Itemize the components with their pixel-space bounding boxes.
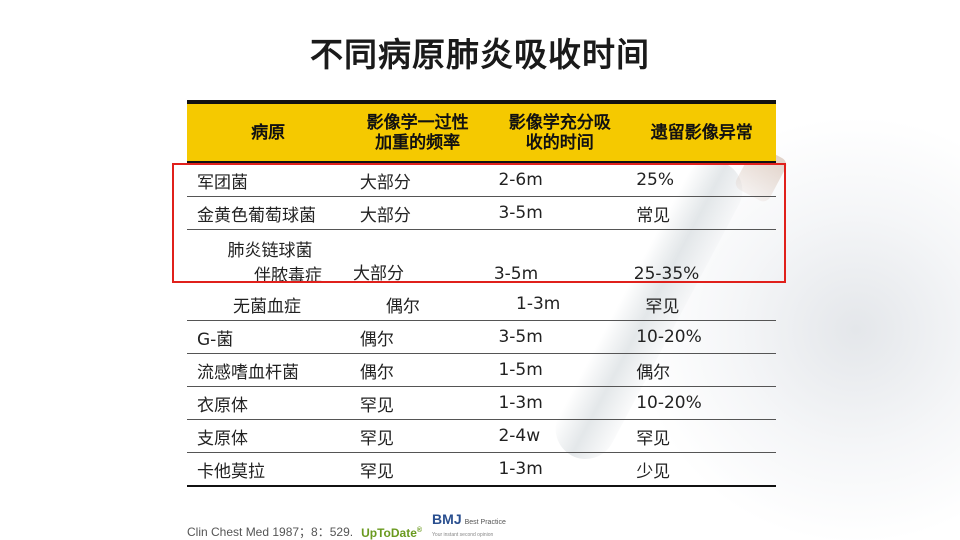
cell-residual: 少见: [636, 461, 671, 482]
cell-time: 1-3m: [498, 459, 543, 479]
bmj-tagline: Your instant second opinion: [432, 532, 494, 538]
slide-title: 不同病原肺炎吸收时间: [310, 35, 650, 74]
table-row: 金黄色葡萄球菌 大部分 3-5m 常见: [187, 197, 776, 230]
cell-frequency: 大部分: [359, 172, 411, 193]
cell-time: 1-5m: [498, 360, 543, 380]
cell-residual: 罕见: [636, 428, 671, 449]
cell-time: 3-5m: [493, 264, 539, 284]
header-resolution-line1: 影像学充分吸: [508, 112, 611, 133]
header-bottom-rule: [187, 161, 776, 164]
highlight-box: [172, 163, 786, 283]
table-header-row: 病原 影像学一过性 加重的频率 影像学充分吸 收的时间 遗留影像异常: [187, 104, 776, 161]
header-resolution-line2: 收的时间: [525, 132, 594, 153]
table-row: 支原体 罕见 2-4w 罕见: [187, 420, 776, 453]
cell-residual: 25-35%: [633, 264, 700, 284]
bmj-logo: BMJ Best Practice Your instant second op…: [432, 511, 506, 540]
cell-residual: 25%: [636, 170, 674, 190]
table-row: G-菌 偶尔 3-5m 10-20%: [187, 321, 776, 354]
cell-time: 3-5m: [498, 203, 543, 223]
cell-time: 2-4w: [498, 426, 541, 446]
header-frequency-line2: 加重的频率: [375, 132, 461, 153]
cell-frequency: 罕见: [359, 461, 394, 482]
cell-frequency: 偶尔: [359, 329, 394, 350]
table-row: 流感嗜血杆菌 偶尔 1-5m 偶尔: [187, 354, 776, 387]
cell-time: 2-6m: [498, 170, 543, 190]
cell-pathogen: 卡他莫拉: [197, 461, 265, 482]
cell-residual: 罕见: [645, 296, 680, 317]
cell-frequency: 罕见: [359, 395, 394, 416]
cell-time: 3-5m: [498, 327, 543, 347]
table-row: 无菌血症 偶尔 1-3m 罕见: [187, 288, 776, 321]
cell-time: 1-3m: [498, 393, 543, 413]
table-top-rule: [187, 100, 776, 104]
cell-pathogen: 衣原体: [197, 395, 248, 416]
cell-pathogen: 军团菌: [197, 172, 248, 193]
cell-time: 1-3m: [516, 294, 561, 314]
pathogen-table: 病原 影像学一过性 加重的频率 影像学充分吸 收的时间 遗留影像异常 军团菌 大部分…: [187, 100, 776, 487]
citation-text: Clin Chest Med 1987；8：529.: [187, 525, 354, 539]
cell-residual: 10-20%: [636, 327, 702, 347]
cell-frequency: 罕见: [359, 428, 394, 449]
table-row: 衣原体 罕见 1-3m 10-20%: [187, 387, 776, 420]
cell-frequency: 大部分: [353, 264, 405, 284]
header-frequency-line1: 影像学一过性: [366, 112, 469, 133]
table-row: 军团菌 大部分 2-6m 25%: [187, 164, 776, 197]
cell-pathogen: 流感嗜血杆菌: [197, 362, 299, 383]
table-row: 肺炎链球菌 伴脓毒症 大部分 3-5m 25-35%: [187, 230, 776, 288]
header-resolution-time: 影像学充分吸 收的时间: [486, 104, 628, 161]
uptodate-wordmark: UpToDate: [361, 526, 417, 540]
cell-pathogen: 金黄色葡萄球菌: [197, 205, 316, 226]
uptodate-logo: UpToDate®: [361, 526, 422, 540]
pathogen-group-label: 肺炎链球菌: [227, 241, 313, 261]
header-frequency: 影像学一过性 加重的频率: [349, 104, 486, 161]
cell-frequency: 偶尔: [359, 362, 394, 383]
cell-pathogen: 支原体: [197, 428, 248, 449]
bmj-product-name: Best Practice: [464, 519, 506, 526]
header-pathogen: 病原: [187, 104, 349, 161]
cell-frequency: 偶尔: [385, 296, 420, 317]
table-row: 卡他莫拉 罕见 1-3m 少见: [187, 453, 776, 487]
cell-residual: 10-20%: [636, 393, 702, 413]
cell-residual: 偶尔: [636, 362, 671, 383]
citation-footer: Clin Chest Med 1987；8：529. UpToDate® BMJ…: [187, 511, 506, 540]
cell-pathogen: 无菌血症: [233, 296, 301, 317]
header-pathogen-label: 病原: [251, 122, 286, 143]
cell-pathogen: G-菌: [197, 329, 234, 350]
cell-residual: 常见: [636, 205, 671, 226]
header-residual-label: 遗留影像异常: [650, 122, 753, 143]
uptodate-registered-mark: ®: [416, 527, 423, 534]
cell-frequency: 大部分: [359, 205, 411, 226]
header-residual: 遗留影像异常: [628, 104, 776, 161]
bmj-wordmark: BMJ: [432, 511, 462, 527]
